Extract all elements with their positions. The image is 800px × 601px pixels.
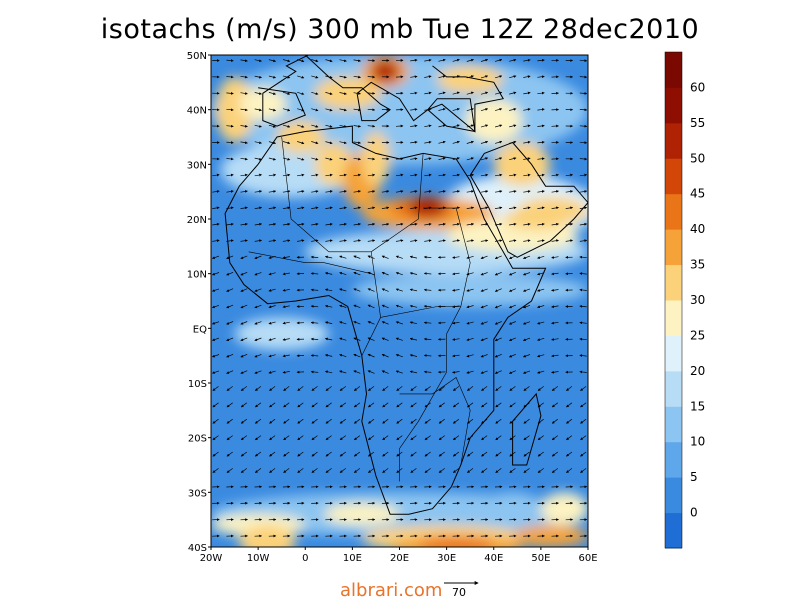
- lat-tick-label: 40N: [187, 106, 207, 117]
- lon-tick-label: 30E: [437, 553, 456, 564]
- colorbar-swatch: [665, 371, 682, 407]
- colorbar-swatch: [665, 513, 682, 549]
- colorbar-label: 55: [690, 116, 705, 130]
- colorbar-label: 30: [690, 293, 705, 307]
- speed-contour: [437, 66, 503, 93]
- colorbar: 0 5 10 15 20 25 30 35 40 45 50 55 60: [665, 52, 705, 549]
- lon-tick-label: 10E: [343, 553, 362, 564]
- lat-tick-label: 20N: [187, 215, 207, 226]
- colorbar-swatch: [665, 300, 682, 336]
- colorbar-label: 50: [690, 151, 705, 165]
- lat-tick-label: 30N: [187, 160, 207, 171]
- colorbar-swatch: [665, 87, 682, 123]
- lat-tick-label: 10N: [187, 270, 207, 281]
- colorbar-swatch: [665, 194, 682, 230]
- reference-vector-label: 70: [452, 586, 466, 599]
- speed-contour: [235, 317, 329, 350]
- colorbar-swatch: [665, 335, 682, 371]
- lon-tick-label: 20E: [390, 553, 409, 564]
- lat-tick-label: 30S: [188, 488, 207, 499]
- colorbar-label: 60: [690, 80, 705, 94]
- colorbar-swatch: [665, 265, 682, 301]
- speed-contour: [324, 503, 399, 525]
- lat-tick-label: 10S: [188, 379, 207, 390]
- speed-contour: [465, 99, 522, 143]
- colorbar-label: 45: [690, 187, 705, 201]
- colorbar-swatch: [665, 229, 682, 265]
- colorbar-label: 0: [690, 506, 698, 520]
- map-area: [211, 50, 597, 558]
- colorbar-swatch: [665, 442, 682, 478]
- lon-tick-label: 20W: [200, 553, 223, 564]
- colorbar-swatch: [665, 158, 682, 194]
- speed-contour: [418, 536, 493, 552]
- lon-tick-label: 40E: [484, 553, 503, 564]
- colorbar-swatch: [665, 123, 682, 159]
- speed-contour: [371, 60, 399, 82]
- colorbar-label: 25: [690, 328, 705, 342]
- lat-tick-label: 20S: [188, 434, 207, 445]
- lat-tick-label: 50N: [187, 51, 207, 62]
- colorbar-label: 10: [690, 435, 705, 449]
- colorbar-label: 15: [690, 399, 705, 413]
- watermark: albrari.com: [340, 580, 442, 601]
- longitude-axis: 20W 10W 0 10E 20E 30E 40E 50E 60E: [200, 547, 598, 564]
- colorbar-swatch: [665, 52, 682, 88]
- colorbar-label: 20: [690, 364, 705, 378]
- colorbar-label: 40: [690, 222, 705, 236]
- lat-tick-label: EQ: [193, 324, 207, 335]
- colorbar-label: 5: [690, 470, 698, 484]
- speed-contour: [484, 492, 541, 519]
- colorbar-swatch: [665, 477, 682, 513]
- colorbar-swatch: [665, 406, 682, 442]
- lon-tick-label: 0: [302, 553, 308, 564]
- colorbar-label: 35: [690, 258, 705, 272]
- speed-contour: [541, 492, 588, 525]
- lon-tick-label: 50E: [531, 553, 550, 564]
- lon-tick-label: 10W: [247, 553, 270, 564]
- lon-tick-label: 60E: [578, 553, 597, 564]
- speed-contour: [503, 208, 569, 230]
